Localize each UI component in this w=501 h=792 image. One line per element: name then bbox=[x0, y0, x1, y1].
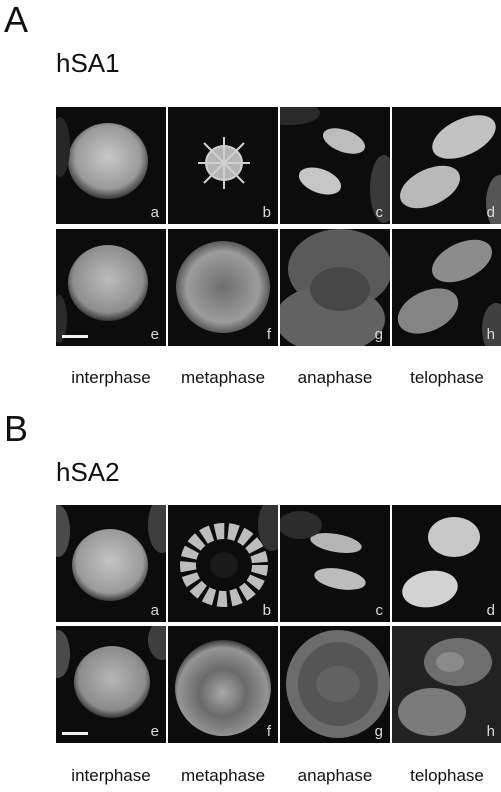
panel-title-hsa1: hSA1 bbox=[56, 48, 120, 78]
micrograph-hsa2-f: f bbox=[168, 626, 278, 743]
micrograph-hsa2-e: e bbox=[56, 626, 166, 743]
panel-title-hsa2: hSA2 bbox=[56, 457, 120, 487]
panel-letter-b: B bbox=[4, 408, 29, 449]
panel-letter-a: A bbox=[4, 0, 29, 40]
micrograph-hsa2-c: c bbox=[280, 505, 390, 622]
cell-label: a bbox=[150, 602, 159, 619]
micrograph-hsa2-h: h bbox=[392, 626, 501, 743]
micrograph-hsa2-b: b bbox=[168, 505, 278, 622]
cell-label: h bbox=[486, 326, 495, 343]
cell-label: d bbox=[486, 602, 495, 619]
cell-label: g bbox=[374, 326, 383, 343]
micrograph-hsa1-g: g bbox=[280, 229, 390, 346]
phase-label-telophase: telophase bbox=[410, 368, 484, 387]
phase-label-interphase: interphase bbox=[71, 766, 151, 785]
phase-label-anaphase: anaphase bbox=[297, 766, 373, 785]
micrograph-hsa1-d: d bbox=[392, 107, 501, 224]
phase-label-anaphase: anaphase bbox=[297, 368, 373, 387]
micrograph-hsa1-c: c bbox=[280, 107, 390, 224]
cell-label: f bbox=[266, 326, 271, 343]
micrograph-hsa2-g: g bbox=[280, 626, 390, 743]
micrograph-hsa2-a: a bbox=[56, 505, 166, 622]
cell-label: b bbox=[262, 602, 271, 619]
cell-label: d bbox=[486, 204, 495, 221]
phase-label-interphase: interphase bbox=[71, 368, 151, 387]
cell-label: h bbox=[486, 723, 495, 740]
scale-bar bbox=[62, 335, 88, 338]
cell-label: e bbox=[150, 723, 159, 740]
phase-label-telophase: telophase bbox=[410, 766, 484, 785]
cell-label: c bbox=[375, 204, 384, 221]
micrograph-hsa1-h: h bbox=[392, 229, 501, 346]
cell-label: f bbox=[266, 723, 271, 740]
micrograph-hsa1-e: e bbox=[56, 229, 166, 346]
phase-label-metaphase: metaphase bbox=[180, 766, 266, 785]
cell-label: c bbox=[375, 602, 384, 619]
cell-label: a bbox=[150, 204, 159, 221]
micrograph-hsa1-b: b bbox=[168, 107, 278, 224]
cell-label: b bbox=[262, 204, 271, 221]
micrograph-hsa2-d: d bbox=[392, 505, 501, 622]
phase-label-metaphase: metaphase bbox=[180, 368, 266, 387]
scale-bar bbox=[62, 732, 88, 735]
micrograph-hsa1-a: a bbox=[56, 107, 166, 224]
cell-label: e bbox=[150, 326, 159, 343]
cell-label: g bbox=[374, 723, 383, 740]
micrograph-hsa1-f: f bbox=[168, 229, 278, 346]
